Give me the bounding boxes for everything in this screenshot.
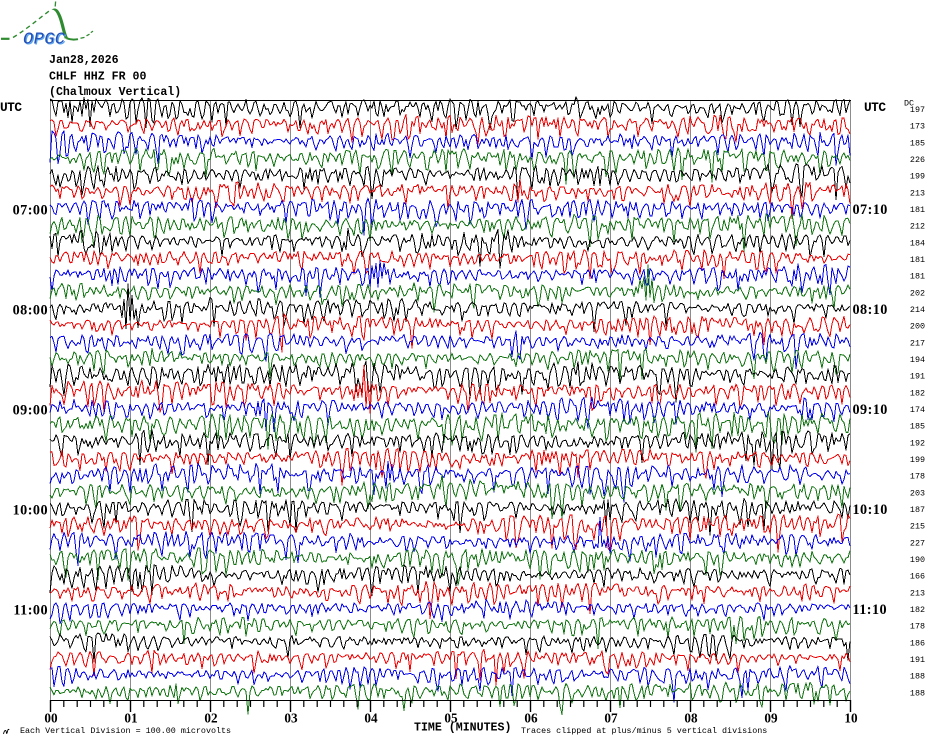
svg-text:05: 05 <box>444 711 458 726</box>
svg-text:213: 213 <box>910 188 925 198</box>
svg-text:174: 174 <box>910 405 925 415</box>
svg-text:02: 02 <box>204 711 218 726</box>
svg-text:04: 04 <box>364 711 378 726</box>
svg-text:07:10: 07:10 <box>853 202 888 218</box>
svg-text:166: 166 <box>910 572 925 582</box>
svg-text:181: 181 <box>910 255 925 265</box>
svg-text:11:00: 11:00 <box>13 603 48 619</box>
svg-text:191: 191 <box>910 655 925 665</box>
svg-text:203: 203 <box>910 488 925 498</box>
svg-text:186: 186 <box>910 638 925 648</box>
svg-text:10: 10 <box>844 711 858 726</box>
svg-text:09:10: 09:10 <box>853 402 888 418</box>
svg-text:197: 197 <box>910 105 925 115</box>
svg-text:08: 08 <box>684 711 698 726</box>
svg-text:202: 202 <box>910 288 925 298</box>
svg-text:181: 181 <box>910 205 925 215</box>
svg-text:192: 192 <box>910 438 925 448</box>
svg-text:10:00: 10:00 <box>13 503 48 519</box>
svg-text:01: 01 <box>124 711 137 726</box>
svg-text:Each Vertical Division = 100.: Each Vertical Division = 100.00 microvol… <box>20 726 231 736</box>
svg-text:227: 227 <box>910 538 925 548</box>
svg-text:Jan28,2026: Jan28,2026 <box>49 54 119 67</box>
svg-text:200: 200 <box>910 322 925 332</box>
svg-text:191: 191 <box>910 372 925 382</box>
svg-text:07:00: 07:00 <box>13 203 48 219</box>
svg-text:182: 182 <box>910 388 925 398</box>
svg-text:178: 178 <box>910 472 925 482</box>
svg-text:213: 213 <box>910 588 925 598</box>
svg-text:10:10: 10:10 <box>853 502 888 518</box>
svg-text:Traces clipped at plus/minus 5: Traces clipped at plus/minus 5 vertical … <box>521 726 767 736</box>
svg-text:178: 178 <box>910 622 925 632</box>
svg-text:UTC: UTC <box>864 100 886 115</box>
svg-text:CHLF HHZ FR 00: CHLF HHZ FR 00 <box>49 71 146 84</box>
svg-text:217: 217 <box>910 338 925 348</box>
svg-text:(Chalmoux Vertical): (Chalmoux Vertical) <box>49 86 181 99</box>
svg-text:TIME (MINUTES): TIME (MINUTES) <box>414 722 511 735</box>
svg-text:09:00: 09:00 <box>13 403 48 419</box>
svg-text:08:10: 08:10 <box>853 302 888 318</box>
svg-text:190: 190 <box>910 555 925 565</box>
svg-text:181: 181 <box>910 272 925 282</box>
svg-text:188: 188 <box>910 672 925 682</box>
svg-text:11:10: 11:10 <box>853 602 888 618</box>
svg-text:173: 173 <box>910 122 925 132</box>
svg-text:08:00: 08:00 <box>13 303 48 319</box>
svg-text:00: 00 <box>44 711 58 726</box>
svg-text:09: 09 <box>764 711 778 726</box>
svg-text:06: 06 <box>524 711 538 726</box>
svg-text:185: 185 <box>910 138 925 148</box>
svg-text:215: 215 <box>910 522 925 532</box>
svg-text:226: 226 <box>910 155 925 165</box>
svg-text:214: 214 <box>910 305 925 315</box>
svg-text:OPGC: OPGC <box>23 30 66 49</box>
svg-text:187: 187 <box>910 505 925 515</box>
svg-text:07: 07 <box>604 711 618 726</box>
svg-text:182: 182 <box>910 605 925 615</box>
svg-text:OPGC: OPGC <box>24 32 67 51</box>
svg-text:03: 03 <box>284 711 298 726</box>
svg-text:188: 188 <box>910 688 925 698</box>
svg-text:185: 185 <box>910 422 925 432</box>
svg-text:194: 194 <box>910 355 925 365</box>
svg-text:UTC: UTC <box>0 100 22 115</box>
svg-text:184: 184 <box>910 238 925 248</box>
svg-text:212: 212 <box>910 222 925 232</box>
svg-text:DC: DC <box>904 99 914 109</box>
svg-text:199: 199 <box>910 172 925 182</box>
svg-text:199: 199 <box>910 455 925 465</box>
